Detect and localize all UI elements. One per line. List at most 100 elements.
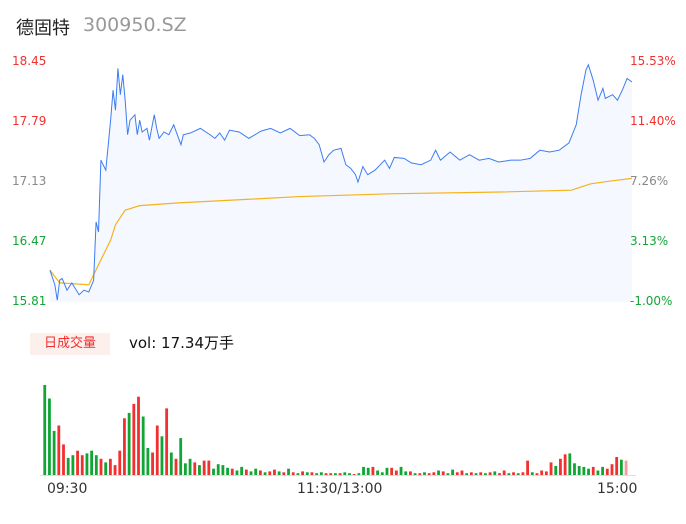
y-right-tick: -1.00% [630,294,673,308]
volume-bar [80,455,84,475]
x-tick: 15:00 [597,481,638,497]
volume-bar [113,465,117,475]
volume-bar [591,466,595,475]
volume-bar [240,466,244,475]
volume-bar [615,457,619,475]
volume-bar [146,448,150,475]
volume-bar [226,467,229,475]
volume-badge: 日成交量 [30,333,110,355]
volume-bar [423,472,426,475]
volume-bar [474,473,478,475]
volume-bar [76,450,79,475]
volume-bar [563,454,567,475]
volume-bar [268,471,272,475]
volume-bar [62,444,65,475]
volume-bar [352,474,356,475]
volume-bar [610,464,614,475]
volume-bar [544,471,548,475]
volume-bar [90,450,94,475]
volume-bar [108,458,112,475]
volume-bar [169,452,173,475]
volume-bar [498,473,501,475]
volume-bar [418,473,422,475]
volume-bar [216,464,220,475]
volume-bar [343,472,347,475]
volume-bar [57,425,61,475]
volume-bar [334,473,337,475]
price-line [49,63,633,301]
volume-bar [455,472,459,475]
y-right-tick: 11.40% [630,114,676,128]
volume-bar [362,466,365,475]
y-right-tick: 7.26% [630,174,669,188]
volume-bar [151,452,154,475]
volume-bar [141,416,145,475]
volume-bar [258,470,262,475]
volume-bar [179,438,183,475]
volume-bar [521,472,525,475]
volume-bar [104,462,108,475]
volume-bar [502,470,506,475]
volume-bar [301,471,304,475]
volume-bar [188,458,192,475]
volume-bar [554,466,558,475]
volume-bar [230,468,234,475]
volume-bar [530,472,534,475]
volume-bar [174,458,178,475]
volume-bar [235,470,239,475]
volume-bar [404,471,408,475]
volume-bar [366,467,370,475]
volume-bar [427,473,431,475]
volume-bar [43,385,47,475]
y-left-tick: 15.81 [12,294,47,308]
volume-bar [324,473,328,475]
volume-bar [493,471,497,475]
volume-bar [394,470,398,475]
volume-bar [277,471,281,475]
volume-bar [127,412,131,475]
price-area [50,64,632,303]
volume-bar [132,403,136,475]
volume-bar [380,472,384,475]
volume-bar [488,472,492,475]
volume-bar [582,466,586,475]
volume-bar [183,463,187,475]
volume-bar [441,471,445,475]
volume-bar [202,460,206,475]
volume-bar [291,472,295,475]
volume-bar [437,470,440,475]
volume-bar [287,468,290,475]
volume-bar [484,473,487,475]
y-left-tick: 17.13 [12,174,47,188]
volume-bar [596,470,600,475]
volume-bar [605,468,609,475]
x-tick: 11:30/13:00 [297,481,383,497]
volume-bar [155,425,159,475]
y-left-tick: 17.79 [12,114,47,128]
volume-bar [160,436,164,475]
avg-price-line [49,177,633,286]
volume-bar [165,408,169,475]
volume-bar [357,473,361,475]
volume-bar [52,430,56,475]
volume-bar [385,467,389,475]
volume-bar [249,471,253,475]
volume-bar [305,472,309,475]
volume-bar [507,473,511,475]
volume-bar [94,455,98,475]
volume-bar [329,473,333,475]
volume-bar [516,473,520,475]
volume-bar [446,473,450,475]
volume-bar [413,473,417,475]
volume-bar [568,453,572,475]
volume-bar [573,463,576,475]
volume-bar [71,455,75,475]
volume-bar [587,468,590,475]
stock-name: 德固特 [16,18,70,39]
volume-bar [118,450,122,475]
y-left-tick: 18.45 [12,54,47,68]
volume-bar [212,468,215,475]
volume-bar [193,462,197,475]
volume-bar [390,467,394,475]
volume-bar [540,470,544,475]
